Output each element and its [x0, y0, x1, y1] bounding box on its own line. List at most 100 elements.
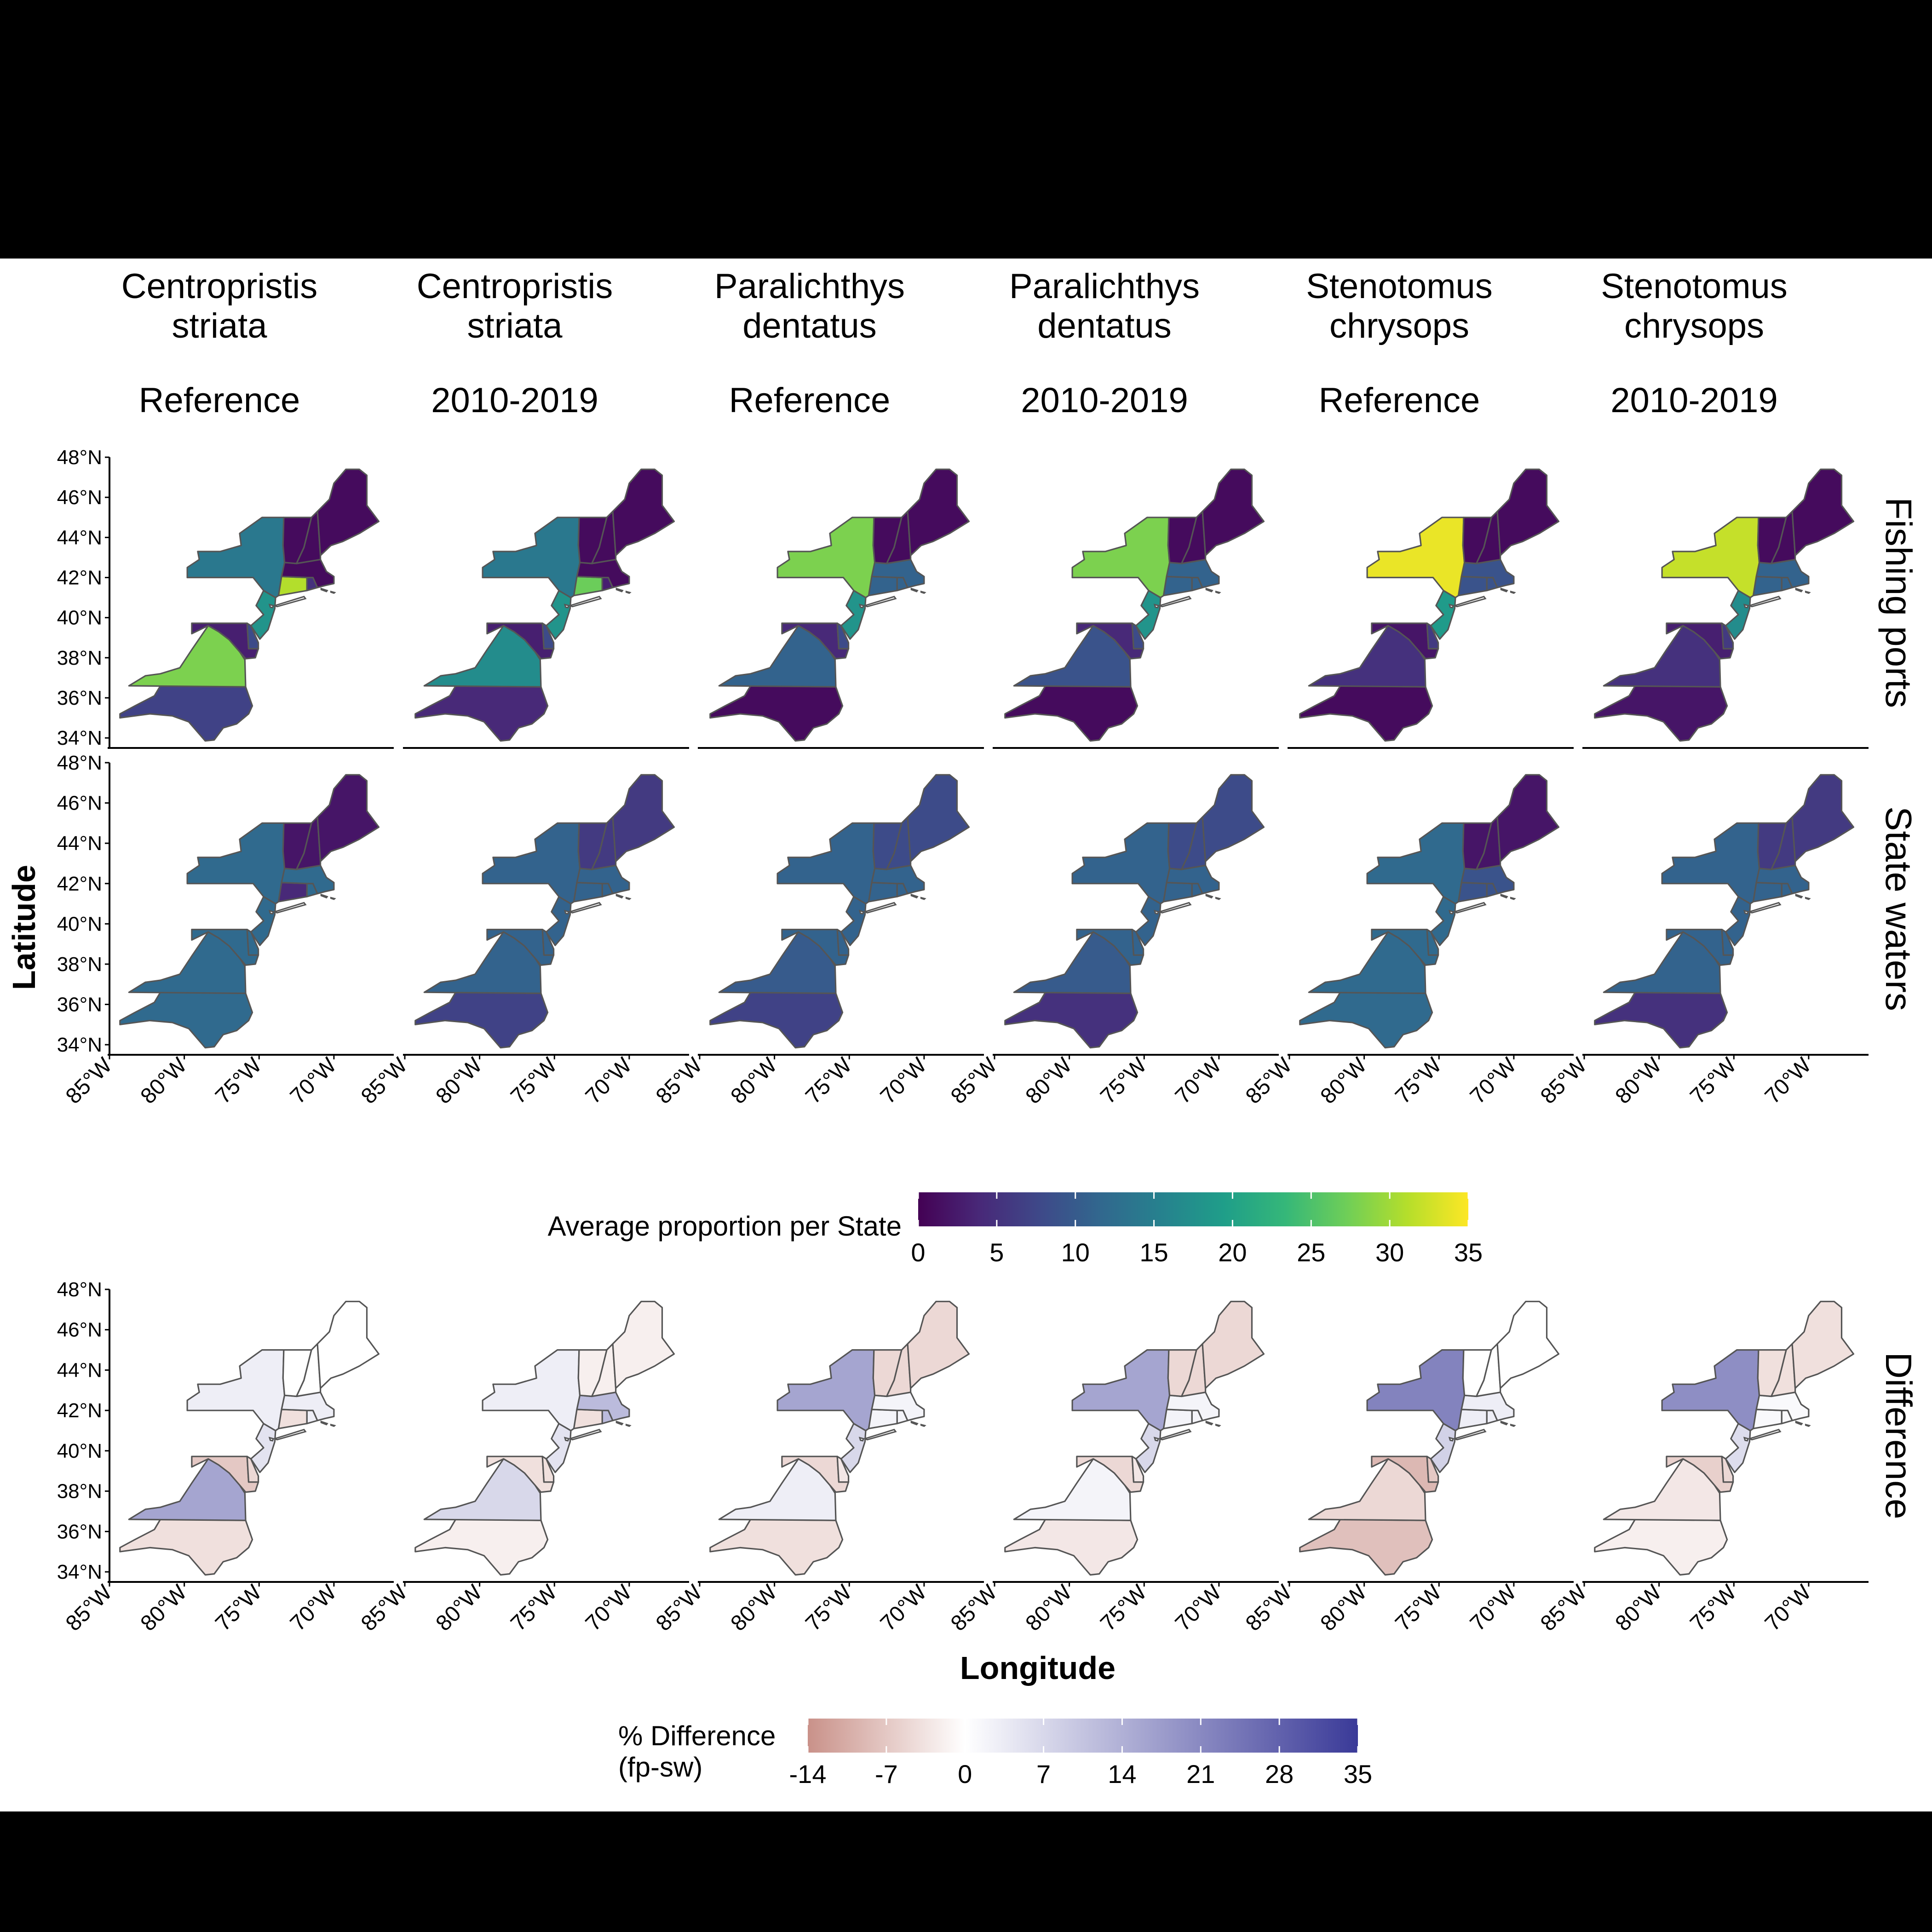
column-period: 2010-2019 [431, 381, 598, 420]
x-tick-label: 75°W [1685, 1580, 1741, 1636]
island-shape [1153, 604, 1160, 609]
difference-legend-tick: 7 [1036, 1760, 1051, 1788]
state-ny [482, 517, 581, 598]
island-shape [564, 1437, 570, 1442]
column-period: Reference [1319, 381, 1480, 420]
island-shape [320, 1420, 328, 1426]
x-tick-label: 70°W [1171, 1580, 1226, 1636]
island-shape [1510, 897, 1516, 900]
map-panel: 85°W 80°W 75°W 70°W [356, 1300, 689, 1636]
state-nc [1299, 991, 1433, 1049]
island-shape [568, 1429, 602, 1441]
state-de [836, 622, 850, 650]
island-shape [273, 902, 307, 914]
proportion-legend-tick: 35 [1454, 1238, 1483, 1267]
state-de [1721, 1455, 1734, 1483]
state-ct [1162, 575, 1193, 597]
column-period: Reference [729, 381, 891, 420]
island-shape [1205, 587, 1213, 592]
x-tick-label: 80°W [1611, 1053, 1667, 1109]
island-shape [1743, 604, 1749, 609]
y-tick-label: 36°N [57, 1520, 102, 1543]
state-nj [250, 590, 276, 640]
state-de [541, 622, 555, 650]
x-tick-label: 75°W [1391, 1580, 1446, 1636]
difference-legend: % Difference(fp-sw) -14 -7 0 7 14 21 28 35 [618, 1719, 1372, 1788]
island-shape [1215, 591, 1221, 594]
state-ct [573, 882, 603, 903]
island-shape [273, 596, 307, 608]
x-tick-label: 85°W [1241, 1580, 1297, 1636]
island-shape [1205, 1420, 1213, 1426]
state-ny [1071, 517, 1171, 598]
island-shape [1448, 909, 1455, 915]
state-nj [840, 1423, 867, 1473]
island-shape [1510, 1423, 1516, 1427]
x-tick-label: 70°W [1466, 1580, 1521, 1636]
state-ct [1162, 882, 1193, 903]
difference-legend-tick: 0 [958, 1760, 972, 1788]
difference-legend-title: % Difference [618, 1720, 776, 1751]
map-panel: 85°W 80°W 75°W 70°W [1536, 1300, 1869, 1636]
x-tick-label: 70°W [1466, 1053, 1521, 1109]
column-species-line2: dentatus [742, 306, 877, 345]
state-me [1202, 774, 1265, 862]
row-strip-label: Fishing ports [1878, 497, 1919, 708]
x-tick-label: 80°W [1021, 1053, 1077, 1109]
island-shape [858, 909, 865, 915]
x-tick-label: 70°W [876, 1053, 932, 1109]
island-shape [1743, 1437, 1749, 1442]
island-shape [920, 591, 926, 594]
state-ny [186, 822, 286, 905]
island-shape [1795, 893, 1803, 899]
map-panel: 85°W 80°W 75°W 70°W [946, 774, 1279, 1109]
state-nj [250, 896, 276, 946]
state-me [1496, 774, 1560, 862]
difference-legend-tick: -14 [789, 1760, 827, 1788]
state-me [1496, 1300, 1560, 1389]
island-shape [1153, 1437, 1160, 1442]
state-ny [186, 1349, 286, 1432]
state-me [1791, 774, 1855, 862]
x-tick-label: 70°W [1760, 1580, 1816, 1636]
y-tick-label: 40°N [57, 607, 102, 629]
state-ny [1071, 822, 1171, 905]
state-ct [573, 1409, 603, 1430]
x-tick-label: 75°W [1391, 1053, 1446, 1109]
island-shape [910, 1420, 919, 1426]
x-tick-label: 80°W [726, 1580, 782, 1636]
x-tick-label: 80°W [1021, 1580, 1077, 1636]
state-ct [1457, 1409, 1488, 1430]
column-species-line2: striata [467, 306, 563, 345]
x-tick-label: 85°W [651, 1580, 707, 1636]
map-panel [698, 468, 984, 749]
state-ct [868, 882, 898, 903]
x-tick-label: 85°W [1536, 1053, 1592, 1109]
state-ct [277, 1409, 308, 1430]
column-species-line1: Centropristis [121, 267, 318, 306]
island-shape [1453, 1429, 1487, 1441]
island-shape [330, 1423, 336, 1427]
state-nc [119, 1518, 253, 1576]
x-tick-label: 80°W [1316, 1580, 1372, 1636]
island-shape [1748, 1429, 1782, 1441]
island-shape [1158, 1429, 1192, 1441]
x-tick-label: 75°W [506, 1580, 562, 1636]
state-nc [1594, 685, 1728, 742]
island-shape [1205, 893, 1213, 899]
column-species-line1: Paralichthys [714, 267, 905, 306]
state-nc [119, 991, 253, 1049]
island-shape [615, 587, 624, 592]
island-shape [268, 909, 275, 915]
x-tick-label: 85°W [946, 1053, 1002, 1109]
proportion-legend-tick: 25 [1297, 1238, 1325, 1267]
island-shape [1215, 897, 1221, 900]
y-tick-label: 46°N [57, 1319, 102, 1341]
proportion-legend-tick: 20 [1218, 1238, 1247, 1267]
x-tick-label: 80°W [431, 1053, 487, 1109]
state-me [1791, 1300, 1855, 1389]
